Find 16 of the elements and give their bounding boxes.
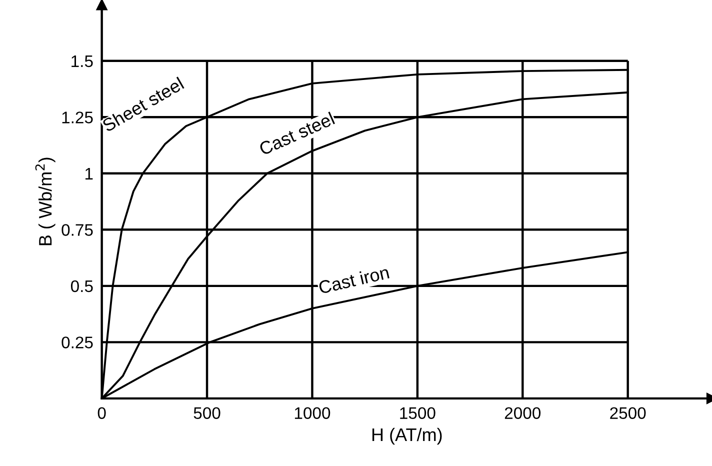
x-tick-label: 500	[194, 407, 220, 420]
y-tick-label: 1.25	[62, 112, 93, 124]
x-tick-label: 2500	[610, 407, 646, 420]
x-axis-title: H (AT/m)	[372, 428, 442, 445]
y-tick-label: 0.5	[70, 280, 93, 292]
x-tick-label: 0	[98, 407, 106, 420]
y-tick-label: 0.25	[62, 336, 93, 348]
y-tick-label: 1	[85, 168, 93, 180]
x-tick-label: 2000	[504, 407, 541, 420]
x-tick-label: 1500	[400, 407, 436, 420]
y-tick-label: 0.75	[62, 224, 93, 236]
x-tick-label: 1000	[294, 407, 330, 420]
text: Cast iron	[318, 265, 390, 294]
y-tick-label: 1.5	[72, 55, 93, 68]
y-axis-title: B ( Wb/m$^{2}$)	[35, 158, 56, 246]
text: Cast steel	[258, 112, 336, 156]
